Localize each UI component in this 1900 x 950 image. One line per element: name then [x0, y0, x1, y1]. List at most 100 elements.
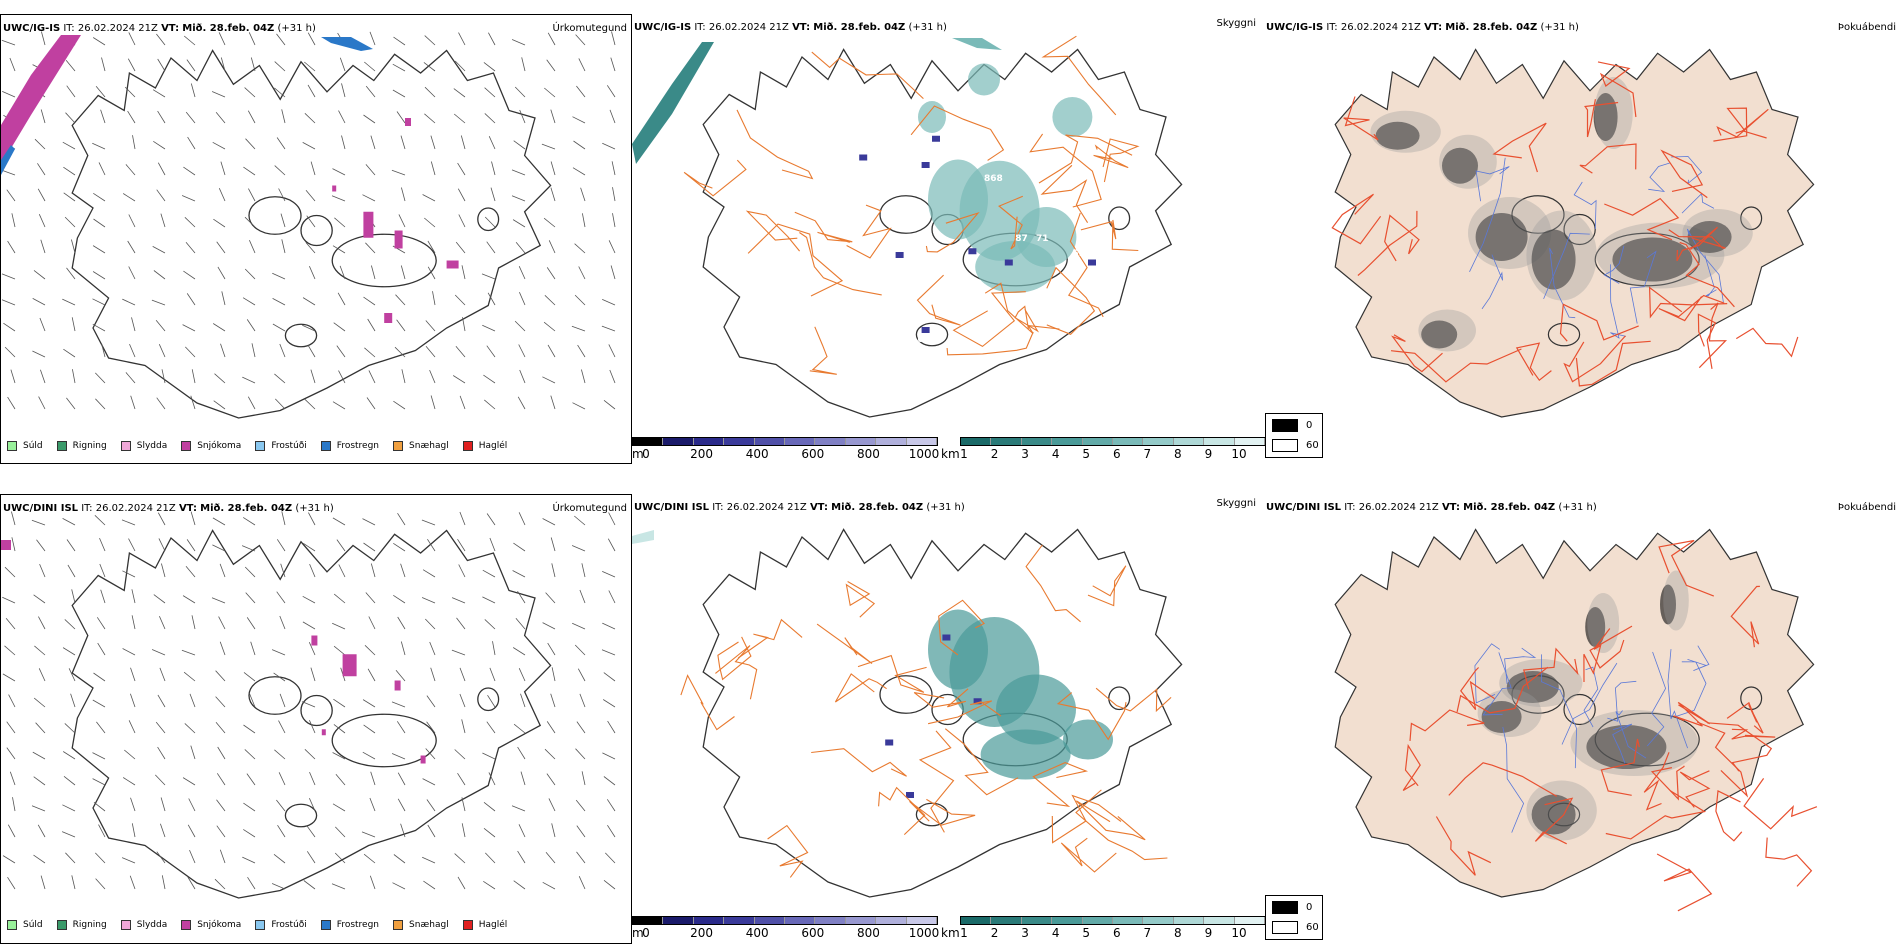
wind-barb — [37, 824, 46, 838]
fog-area — [1468, 197, 1552, 269]
wind-barb — [273, 853, 286, 864]
colorbar-segment — [785, 917, 816, 924]
wind-barb — [64, 723, 76, 734]
wind-barb — [247, 110, 256, 124]
wind-barb — [334, 852, 346, 864]
glacier-outline — [1740, 206, 1763, 231]
wind-barb — [155, 319, 166, 332]
wind-barb — [336, 539, 346, 552]
colorbar-unit: m — [632, 447, 644, 461]
wind-barb — [581, 563, 586, 578]
wind-barb — [32, 350, 46, 358]
fog-area — [1660, 584, 1676, 625]
wind-barb — [1, 299, 16, 306]
wind-barb — [457, 876, 466, 890]
wind-barb — [582, 213, 586, 228]
wind-barb — [271, 649, 286, 656]
road-line — [916, 274, 961, 326]
wind-barb — [64, 619, 76, 630]
road-line — [878, 786, 926, 835]
wind-barb — [92, 298, 106, 306]
wind-barb — [551, 563, 556, 578]
wind-barb — [31, 805, 46, 812]
wind-barb — [367, 668, 376, 682]
wind-barb — [301, 701, 316, 708]
wind-barb — [274, 749, 286, 760]
wind-barb — [602, 299, 616, 306]
wind-barb — [368, 616, 376, 630]
wind-barb — [304, 749, 316, 760]
wind-barb — [608, 512, 616, 526]
wind-barb — [95, 372, 106, 384]
wind-barb — [309, 798, 316, 812]
wind-barb — [99, 537, 106, 552]
wind-barb — [363, 296, 376, 306]
wind-barb — [548, 240, 556, 254]
wind-barb — [302, 595, 316, 604]
wind-barb — [393, 542, 406, 552]
wind-barb — [544, 295, 556, 306]
wind-barb — [307, 84, 316, 98]
fog-area — [1475, 213, 1528, 261]
visibility-colorbar — [960, 916, 1266, 925]
wind-barb — [521, 57, 526, 72]
wind-barb — [427, 538, 436, 552]
wind-barb — [427, 240, 436, 254]
wind-barb — [242, 376, 256, 384]
colorbar-segment — [1113, 438, 1144, 445]
wind-barb — [426, 721, 436, 734]
wind-barb — [93, 672, 106, 682]
wind-barb — [514, 86, 526, 98]
wind-barb — [93, 218, 106, 228]
wind-barb — [131, 615, 136, 630]
wind-barb — [608, 590, 616, 604]
fog-area — [1531, 229, 1576, 290]
wind-barb — [336, 345, 346, 358]
wind-barb — [276, 591, 286, 604]
colorbar-unit: km — [941, 926, 960, 940]
wind-barb — [550, 693, 556, 708]
wind-barb — [427, 824, 436, 838]
wind-barb — [278, 772, 286, 786]
colorbar-tick-label: 7 — [1143, 926, 1152, 940]
wind-barb — [338, 110, 346, 124]
colorbar-segment — [1052, 917, 1083, 924]
legend-item: Slydda — [120, 920, 167, 930]
wind-barb — [125, 372, 136, 384]
river-line — [1648, 162, 1670, 193]
snow-area — [420, 755, 426, 764]
wind-barb — [66, 267, 76, 280]
wind-barb — [5, 617, 16, 630]
wind-barb — [181, 649, 196, 656]
wind-barb — [306, 825, 316, 838]
wind-barb — [100, 109, 106, 124]
wind-barb — [245, 138, 256, 150]
panel-title: Úrkomutegund — [552, 503, 627, 514]
wind-barb — [219, 563, 226, 578]
colorbar-segment — [693, 438, 725, 445]
wind-barb — [62, 518, 76, 526]
wind-barb — [454, 60, 466, 72]
panel-title: Þokuábendi — [1837, 22, 1896, 33]
road-line — [1014, 305, 1040, 333]
fog-panel-row1: UWC/IG-IS IT: 26.02.2024 21Z VT: Mið. 28… — [1264, 14, 1900, 464]
wind-barb — [2, 91, 16, 98]
wind-barb — [602, 752, 616, 760]
elevation-label: 71 — [1036, 234, 1049, 244]
wind-barb — [518, 668, 526, 682]
colorbar-tick-label: 9 — [1204, 447, 1213, 461]
wind-barb — [576, 851, 586, 864]
river-line — [1543, 232, 1590, 300]
wind-barb — [511, 195, 526, 202]
road-line — [1765, 837, 1813, 887]
wind-barb — [548, 798, 556, 812]
wind-barb — [489, 667, 496, 682]
wind-barb — [455, 346, 466, 358]
wind-barb — [272, 272, 286, 280]
wind-barb — [160, 797, 166, 812]
wind-barb — [1, 273, 16, 280]
colorbar-tick-label: 1000 — [908, 926, 940, 940]
road-line — [857, 654, 927, 693]
precip-legend: Súld Rigning Slydda Snjókoma Frostúði Fr… — [7, 441, 521, 451]
wind-barb — [458, 214, 466, 228]
